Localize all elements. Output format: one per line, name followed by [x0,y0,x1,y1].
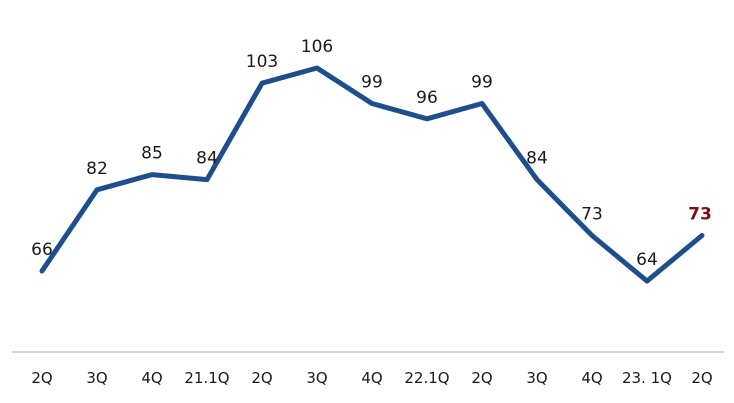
x-tick-label: 3Q [306,369,327,387]
x-tick-label: 2Q [691,369,712,387]
data-label: 85 [141,144,163,164]
data-label: 99 [361,73,383,93]
x-tick-label: 4Q [361,369,382,387]
x-tick-label: 4Q [141,369,162,387]
data-label: 106 [301,37,333,57]
x-tick-label: 4Q [581,369,602,387]
data-label: 84 [196,149,218,169]
x-tick-label: 22.1Q [404,369,449,387]
data-label: 103 [246,52,278,72]
data-label: 66 [31,240,53,260]
data-label: 73 [688,205,712,225]
x-tick-labels: 2Q 3Q 4Q 21.1Q 2Q 3Q 4Q 22.1Q 2Q 3Q 4Q 23. 1Q 2Q [31,369,712,387]
data-label: 73 [581,205,603,225]
data-label: 82 [86,159,108,179]
x-tick-label: 2Q [251,369,272,387]
x-tick-label: 23. 1Q [622,369,672,387]
data-label: 64 [636,250,658,270]
x-tick-label: 3Q [526,369,547,387]
data-labels: 66 82 85 84 103 106 99 96 99 84 73 64 73 [31,37,712,270]
x-tick-label: 21.1Q [184,369,229,387]
x-tick-label: 3Q [86,369,107,387]
x-tick-label: 2Q [471,369,492,387]
data-label: 99 [471,73,493,93]
x-tick-label: 2Q [31,369,52,387]
series-line [39,65,705,284]
data-label: 84 [526,149,548,169]
data-label: 96 [416,88,438,108]
